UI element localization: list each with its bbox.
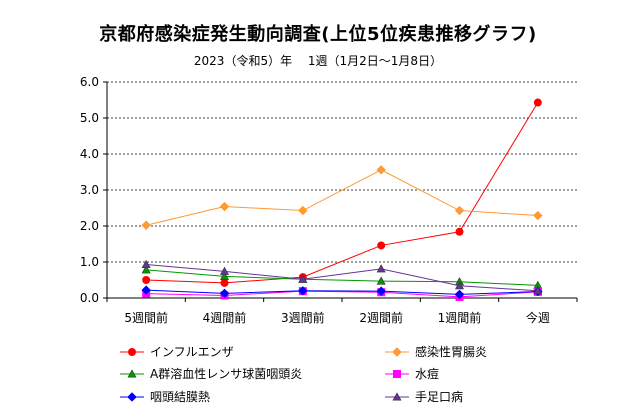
y-tick-label: 6.0 bbox=[80, 75, 99, 89]
legend-label: 感染性胃腸炎 bbox=[415, 344, 487, 359]
x-tick-label: 4週間前 bbox=[203, 310, 247, 325]
data-point bbox=[219, 266, 230, 275]
data-point bbox=[454, 281, 465, 290]
axes bbox=[103, 81, 578, 302]
data-point bbox=[141, 220, 151, 230]
legend-label: 手足口病 bbox=[415, 389, 463, 404]
legend-marker bbox=[392, 347, 402, 357]
legend-item: 水痘 bbox=[385, 366, 439, 381]
chart-subtitle: 2023（令和5）年 1週（1月2日〜1月8日） bbox=[193, 54, 443, 68]
data-point bbox=[454, 289, 465, 300]
grid-lines bbox=[107, 81, 577, 263]
data-point bbox=[141, 265, 151, 274]
series-diamond bbox=[141, 285, 543, 300]
series-line bbox=[146, 289, 538, 295]
legend-marker bbox=[392, 392, 402, 401]
data-point bbox=[220, 278, 229, 287]
data-point bbox=[376, 165, 386, 175]
legend-item: 手足口病 bbox=[385, 389, 463, 404]
legend-label: 水痘 bbox=[415, 366, 439, 381]
series-line bbox=[146, 269, 538, 286]
data-point bbox=[298, 205, 308, 216]
data-point bbox=[454, 205, 465, 216]
series-line bbox=[146, 102, 539, 284]
data-point bbox=[533, 98, 542, 107]
data-point bbox=[533, 286, 543, 295]
data-point bbox=[455, 227, 464, 236]
y-tick-label: 4.0 bbox=[80, 147, 99, 161]
legend-marker bbox=[128, 348, 136, 356]
y-tick-label: 0.0 bbox=[80, 291, 99, 305]
legend-marker bbox=[127, 392, 137, 402]
data-point bbox=[376, 264, 386, 273]
data-point bbox=[219, 271, 230, 280]
y-tick-label: 1.0 bbox=[80, 255, 99, 269]
data-point bbox=[219, 201, 230, 212]
data-point bbox=[142, 276, 151, 284]
x-tick-label: 1週間前 bbox=[438, 310, 482, 325]
legend-label: インフルエンザ bbox=[150, 345, 234, 359]
data-point bbox=[376, 286, 386, 296]
data-point bbox=[533, 210, 543, 221]
data-point bbox=[376, 276, 386, 285]
x-tick-label: 5週間前 bbox=[124, 310, 168, 325]
series-line bbox=[146, 290, 538, 298]
series-line bbox=[146, 169, 538, 226]
legend-item: インフルエンザ bbox=[120, 345, 234, 359]
series-circle bbox=[142, 98, 542, 287]
data-point bbox=[298, 274, 308, 283]
series-triangle bbox=[141, 259, 543, 295]
legend-label: 咽頭結膜熱 bbox=[150, 390, 210, 404]
legend-marker bbox=[393, 370, 401, 378]
y-tick-label: 2.0 bbox=[80, 219, 99, 233]
data-point bbox=[377, 241, 386, 250]
data-point bbox=[298, 286, 308, 296]
y-tick-label: 3.0 bbox=[80, 183, 99, 197]
series-line bbox=[146, 264, 538, 292]
legend-item: 感染性胃腸炎 bbox=[385, 344, 487, 359]
tick-labels: 0.0 1.0 2.0 3.0 4.0 5.0 6.0 5週間前 4週間前 3週間前 2週間前 1週間… bbox=[80, 75, 550, 325]
x-tick-label: 今週 bbox=[526, 310, 550, 325]
legend-marker bbox=[127, 369, 137, 378]
data-point bbox=[141, 285, 151, 295]
y-tick-label: 5.0 bbox=[80, 111, 99, 125]
legend-item: 咽頭結膜熱 bbox=[120, 390, 210, 404]
series-diamond bbox=[141, 165, 543, 230]
x-tick-label: 3週間前 bbox=[281, 310, 325, 325]
chart-title: 京都府感染症発生動向調査(上位5位疾患推移グラフ) bbox=[99, 24, 537, 45]
series-lines bbox=[141, 98, 543, 301]
legend-item: A群溶血性レンサ球菌咽頭炎 bbox=[120, 366, 302, 381]
data-point bbox=[141, 259, 151, 269]
data-point bbox=[219, 288, 230, 299]
legend-label: A群溶血性レンサ球菌咽頭炎 bbox=[150, 366, 302, 381]
x-tick-label: 2週間前 bbox=[359, 310, 403, 325]
